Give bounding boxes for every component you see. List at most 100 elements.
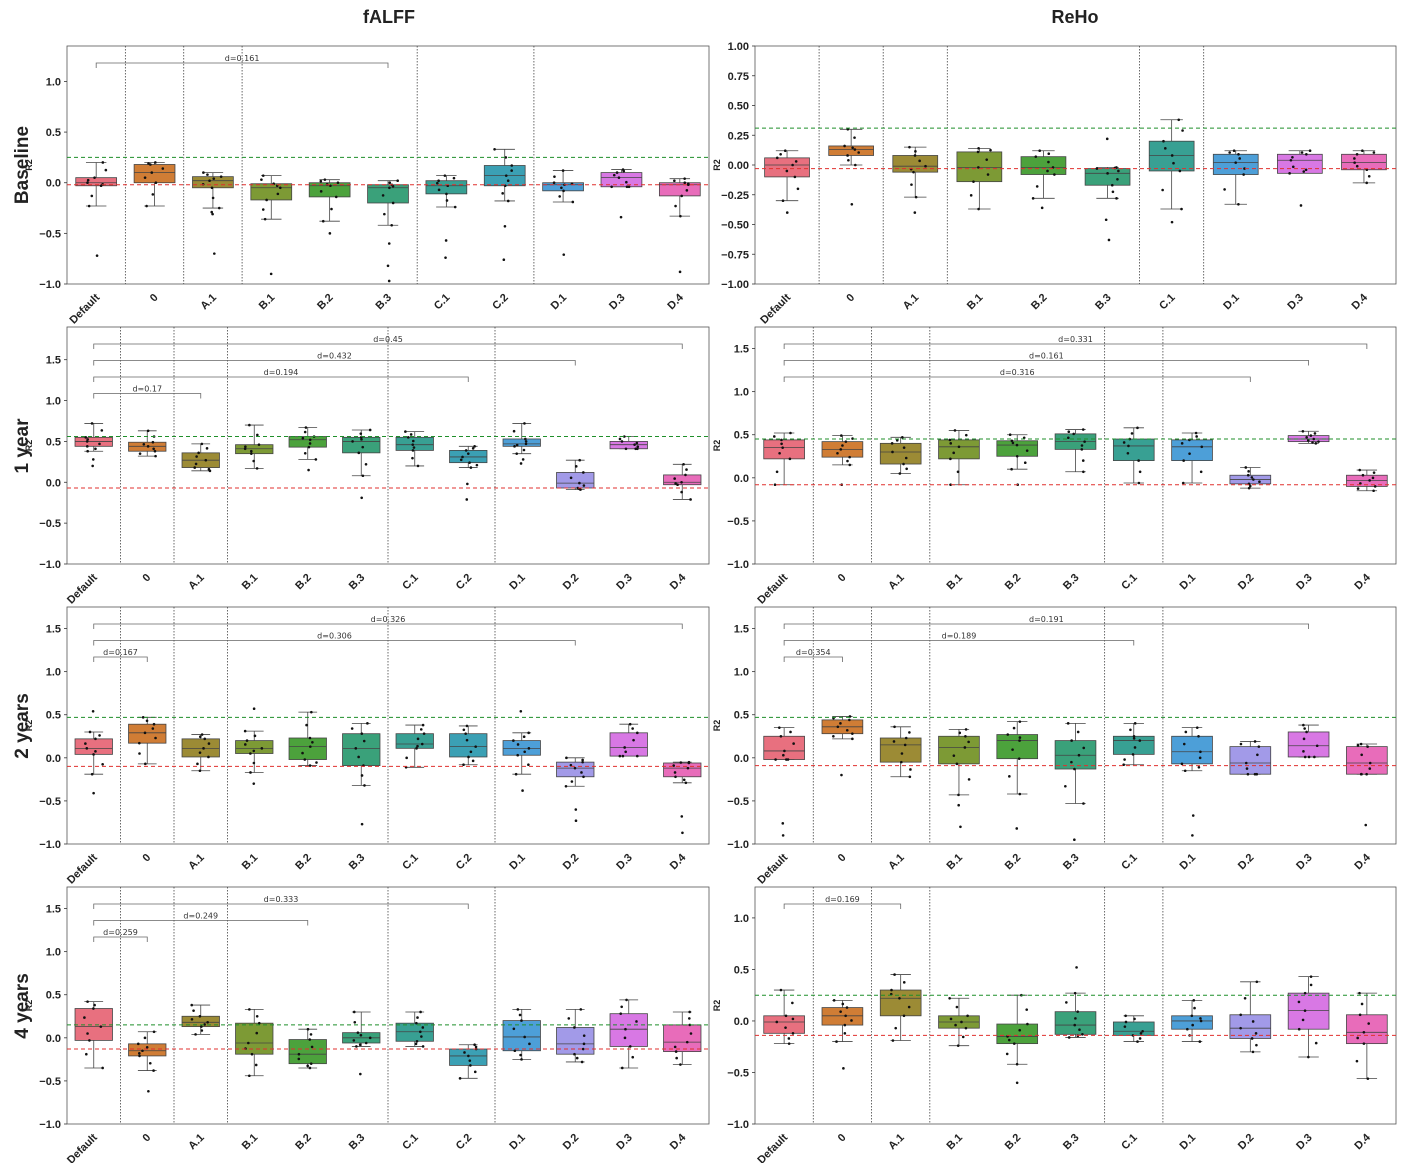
data-point bbox=[1132, 737, 1136, 740]
y-tick-label: 0.5 bbox=[734, 964, 749, 976]
box-0 bbox=[128, 723, 167, 744]
x-tick-label: C.1 bbox=[400, 1132, 421, 1153]
effect-size-label: d=0.161 bbox=[1029, 352, 1064, 361]
data-point bbox=[361, 445, 365, 449]
x-tick-label: D.1 bbox=[549, 292, 570, 313]
outlier-point bbox=[307, 468, 310, 472]
data-point bbox=[366, 722, 369, 725]
data-point bbox=[1198, 756, 1202, 760]
outlier-point bbox=[1015, 827, 1019, 830]
data-point bbox=[308, 736, 312, 740]
outlier-point bbox=[465, 498, 469, 501]
data-point bbox=[368, 1036, 372, 1040]
x-tick-label: 0 bbox=[148, 292, 161, 305]
x-tick-label: D.2 bbox=[1236, 1132, 1257, 1153]
y-tick-label: −1.0 bbox=[39, 1119, 61, 1131]
data-point bbox=[1356, 1036, 1359, 1040]
data-point bbox=[323, 178, 327, 181]
data-point bbox=[561, 169, 565, 172]
chart-panel-2: −1.0 −0.5 0.0 0.5 1.0 1.5 R2 Default 0 A.1 B.1 B.2 B… bbox=[24, 326, 710, 606]
data-point bbox=[1257, 745, 1261, 748]
data-point bbox=[1247, 470, 1250, 473]
x-tick-label: B.3 bbox=[1061, 572, 1082, 593]
data-point bbox=[1243, 167, 1246, 170]
x-tick-label: B.2 bbox=[293, 1132, 314, 1153]
outlier-point bbox=[360, 822, 364, 826]
data-point bbox=[679, 761, 683, 764]
data-point bbox=[1372, 489, 1375, 493]
data-point bbox=[789, 431, 792, 435]
x-tick-label: A.1 bbox=[186, 852, 207, 873]
x-tick-label: D.3 bbox=[614, 852, 635, 873]
data-point bbox=[952, 754, 956, 757]
data-point bbox=[362, 739, 366, 743]
data-point bbox=[794, 160, 798, 163]
data-point bbox=[138, 1054, 141, 1058]
data-point bbox=[1317, 440, 1320, 443]
data-point bbox=[1136, 426, 1139, 430]
box-D.2 bbox=[1229, 746, 1272, 775]
data-point bbox=[1131, 753, 1135, 756]
data-point bbox=[92, 753, 95, 756]
data-point bbox=[635, 754, 639, 758]
data-point bbox=[1192, 999, 1196, 1002]
data-point bbox=[1082, 746, 1086, 750]
data-point bbox=[912, 170, 915, 174]
box-D.4 bbox=[663, 1024, 702, 1053]
data-point bbox=[101, 161, 105, 164]
data-point bbox=[893, 725, 896, 729]
data-point bbox=[1067, 430, 1071, 434]
data-point bbox=[510, 169, 513, 172]
y-tick-label: −0.5 bbox=[39, 228, 61, 240]
y-tick-label: −0.5 bbox=[39, 518, 61, 530]
data-point bbox=[891, 1039, 895, 1042]
y-axis-label: R2 bbox=[24, 440, 34, 452]
outlier-point bbox=[387, 242, 391, 245]
data-point bbox=[388, 181, 392, 185]
x-tick-label: Default bbox=[65, 1131, 100, 1163]
data-point bbox=[154, 454, 157, 458]
data-point bbox=[635, 1020, 638, 1023]
data-point bbox=[619, 1012, 623, 1015]
data-point bbox=[1367, 1022, 1370, 1025]
data-point bbox=[851, 146, 854, 150]
data-point bbox=[784, 1014, 788, 1018]
data-point bbox=[151, 193, 155, 196]
data-point bbox=[1307, 1055, 1310, 1059]
data-point bbox=[303, 430, 307, 434]
data-point bbox=[355, 1045, 358, 1048]
box-D.3 bbox=[609, 1013, 648, 1047]
x-tick-label: C.2 bbox=[454, 572, 475, 593]
data-point bbox=[1018, 736, 1022, 739]
data-point bbox=[1161, 188, 1164, 192]
effect-size-label: d=0.17 bbox=[132, 385, 162, 394]
data-point bbox=[844, 1014, 847, 1018]
data-point bbox=[673, 179, 676, 182]
data-point bbox=[190, 1003, 194, 1007]
x-tick-label: D.4 bbox=[668, 571, 689, 592]
data-point bbox=[244, 445, 247, 449]
data-point bbox=[1015, 1062, 1019, 1066]
x-tick-label: 0 bbox=[836, 852, 849, 865]
data-point bbox=[853, 148, 857, 151]
data-point bbox=[848, 455, 851, 459]
data-point bbox=[1371, 476, 1375, 480]
box-B.3 bbox=[342, 733, 381, 766]
data-point bbox=[243, 447, 247, 451]
data-point bbox=[1164, 147, 1167, 150]
data-point bbox=[843, 1023, 847, 1027]
data-point bbox=[674, 482, 677, 485]
x-tick-label: B.1 bbox=[944, 1132, 965, 1153]
data-point bbox=[203, 737, 207, 741]
data-point bbox=[957, 445, 961, 449]
data-point bbox=[411, 456, 414, 460]
data-point bbox=[437, 188, 441, 192]
data-point bbox=[464, 732, 467, 735]
data-point bbox=[1197, 765, 1201, 769]
data-point bbox=[254, 1063, 258, 1067]
data-point bbox=[683, 177, 686, 180]
data-point bbox=[785, 169, 789, 173]
data-point bbox=[680, 194, 684, 198]
box-A.1 bbox=[879, 442, 922, 465]
data-point bbox=[955, 762, 959, 766]
